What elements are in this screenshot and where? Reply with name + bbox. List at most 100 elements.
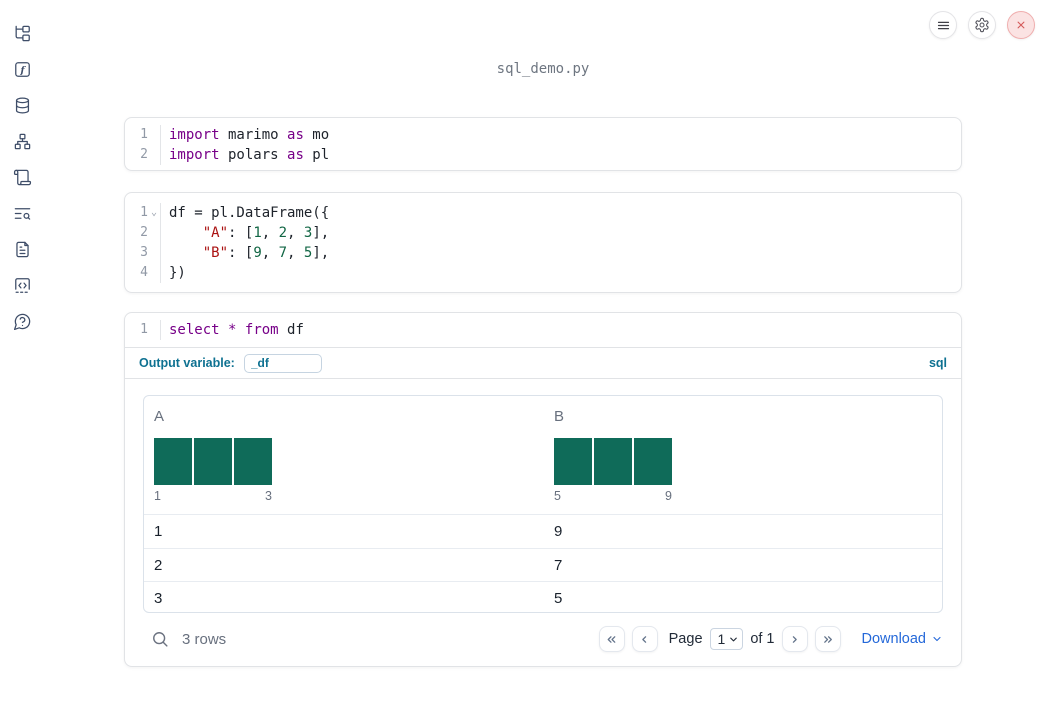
sidebar-item-snippets[interactable] xyxy=(10,273,34,297)
language-badge: sql xyxy=(928,356,947,370)
shutdown-button[interactable] xyxy=(1007,11,1035,39)
code-editor[interactable]: 1 ⌄ df = pl.DataFrame({2 "A": [1, 2, 3], 3 … xyxy=(125,193,961,292)
histogram-bar[interactable] xyxy=(554,438,592,485)
histogram-axis-labels: 1 3 xyxy=(154,489,272,503)
code-line[interactable]: 2 "A": [1, 2, 3], xyxy=(125,223,961,243)
menu-button[interactable] xyxy=(929,11,957,39)
first-page-button[interactable] xyxy=(598,626,625,652)
histogram-min-label: 1 xyxy=(154,489,161,503)
line-number-gutter: 4 xyxy=(125,263,161,283)
sidebar-item-file-explorer[interactable] xyxy=(10,21,34,45)
helper-sidebar: f xyxy=(0,0,44,713)
histogram-bar[interactable] xyxy=(234,438,272,485)
code-cell-imports: 1 import marimo as mo 2 import polars as pl xyxy=(124,117,962,171)
code-text: select * from df xyxy=(169,322,304,338)
help-bubble-icon xyxy=(13,313,30,330)
histogram-max-label: 9 xyxy=(665,489,672,503)
sidebar-item-variables[interactable]: f xyxy=(10,57,34,81)
sidebar-item-scratchpad[interactable] xyxy=(10,165,34,189)
table-cell: 9 xyxy=(554,523,563,540)
column-label: B xyxy=(554,408,565,425)
page-select-value: 1 xyxy=(717,631,726,647)
table-cell: 1 xyxy=(154,523,163,540)
output-variable-input[interactable] xyxy=(243,353,322,373)
column-histogram xyxy=(554,438,672,485)
line-number-gutter: 1 ⌄ xyxy=(125,203,161,223)
code-line[interactable]: 1 select * from df xyxy=(125,320,961,340)
histogram-bar[interactable] xyxy=(154,438,192,485)
sidebar-item-documentation[interactable] xyxy=(10,237,34,261)
search-button[interactable] xyxy=(147,626,173,652)
column-header-a[interactable]: A 1 3 xyxy=(154,408,272,503)
table-cell: 7 xyxy=(554,556,563,574)
chevrons-right-icon xyxy=(824,635,832,643)
database-icon xyxy=(15,97,29,113)
histogram-axis-labels: 5 9 xyxy=(554,489,672,503)
list-search-icon xyxy=(14,207,30,220)
histogram-bar[interactable] xyxy=(634,438,672,485)
code-text: "A": [1, 2, 3], xyxy=(202,225,330,241)
table-cell: 5 xyxy=(554,589,563,607)
line-number-gutter: 2 xyxy=(125,223,161,243)
chevron-right-icon xyxy=(792,635,797,643)
code-line[interactable]: 1 ⌄ df = pl.DataFrame({ xyxy=(125,203,961,223)
sql-meta-row: Output variable: sql xyxy=(125,347,961,379)
svg-text:f: f xyxy=(19,64,26,75)
hamburger-icon xyxy=(937,21,949,29)
histogram-min-label: 5 xyxy=(554,489,561,503)
sql-editor[interactable]: 1 select * from df xyxy=(125,313,961,347)
chevron-left-icon xyxy=(642,635,647,643)
next-page-button[interactable] xyxy=(781,626,808,652)
page-of-label: of 1 xyxy=(750,631,775,647)
file-tree-icon xyxy=(15,25,30,41)
code-line[interactable]: 1 import marimo as mo xyxy=(125,125,961,145)
scroll-icon xyxy=(13,169,31,185)
search-icon xyxy=(153,632,168,647)
code-text: }) xyxy=(169,265,186,281)
code-line[interactable]: 2 import polars as pl xyxy=(125,145,961,165)
code-text: "B": [9, 7, 5], xyxy=(202,245,330,261)
code-line[interactable]: 3 "B": [9, 7, 5], xyxy=(125,243,961,263)
line-number-gutter: 3 xyxy=(125,243,161,263)
code-line[interactable]: 4}) xyxy=(125,263,961,283)
last-page-button[interactable] xyxy=(814,626,841,652)
dependency-graph-icon xyxy=(14,133,30,149)
histogram-bar[interactable] xyxy=(194,438,232,485)
histogram-max-label: 3 xyxy=(265,489,272,503)
line-number-gutter: 1 xyxy=(125,125,161,145)
download-button[interactable]: Download xyxy=(862,631,944,647)
pagination: Page 1 of 1 Download xyxy=(598,626,944,652)
chevron-down-icon xyxy=(730,637,738,641)
line-number-gutter: 1 xyxy=(125,320,161,340)
gear-icon xyxy=(975,17,989,33)
sidebar-item-logs[interactable] xyxy=(10,201,34,225)
column-histogram xyxy=(154,438,272,485)
settings-button[interactable] xyxy=(968,11,996,39)
page-select[interactable]: 1 xyxy=(709,628,744,650)
prev-page-button[interactable] xyxy=(631,626,658,652)
dataframe-table: A 1 3 B 5 9 xyxy=(143,395,943,613)
output-variable-label: Output variable: xyxy=(139,356,235,370)
sidebar-item-datasources[interactable] xyxy=(10,93,34,117)
code-text: import marimo as mo xyxy=(169,127,330,143)
chevron-down-icon xyxy=(933,636,941,642)
code-editor[interactable]: 1 import marimo as mo 2 import polars as pl xyxy=(125,118,961,170)
column-header-b[interactable]: B 5 9 xyxy=(554,408,672,503)
sidebar-item-dependencies[interactable] xyxy=(10,129,34,153)
column-label: A xyxy=(154,408,165,425)
chevrons-left-icon xyxy=(607,635,616,643)
table-footer: 3 rows Page 1 of 1 xyxy=(143,621,943,657)
close-icon xyxy=(1017,21,1025,29)
sidebar-item-help[interactable] xyxy=(10,309,34,333)
sql-cell: 1 select * from df Output variable: sql A… xyxy=(124,312,962,667)
cell-output: A 1 3 B 5 9 xyxy=(125,379,961,666)
line-number-gutter: 2 xyxy=(125,145,161,165)
fold-chevron-icon[interactable]: ⌄ xyxy=(150,207,158,218)
page-label: Page xyxy=(668,631,703,647)
table-cell: 3 xyxy=(154,589,163,607)
histogram-bar[interactable] xyxy=(594,438,632,485)
